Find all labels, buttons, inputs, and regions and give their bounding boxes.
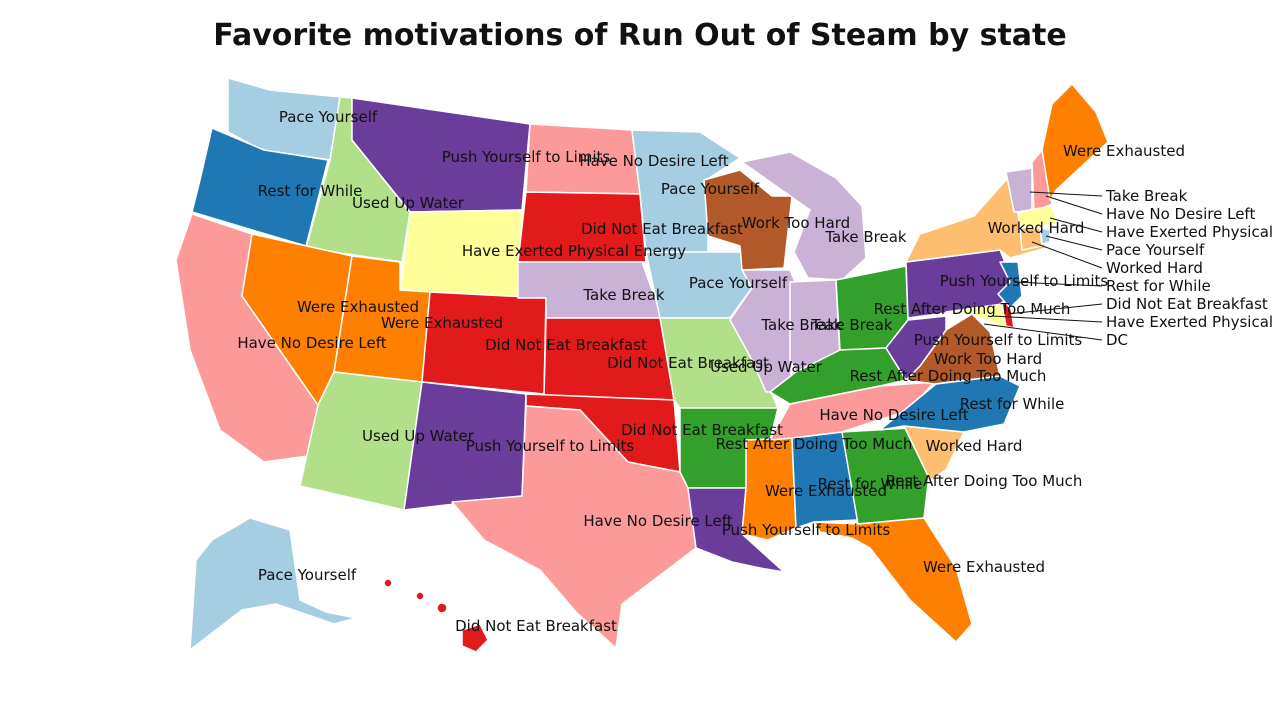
state-label-tn: Have No Desire Left: [819, 406, 968, 424]
state-label-in: Take Break: [810, 316, 893, 334]
state-label-ar: Rest After Doing Too Much: [716, 435, 913, 453]
state-il[interactable]: [729, 269, 797, 393]
state-label-mi: Take Break: [824, 228, 907, 246]
state-label-co: Did Not Eat Breakfast: [485, 336, 647, 354]
state-ak[interactable]: [189, 517, 357, 651]
callout-label-de: Did Not Eat Breakfast: [1106, 295, 1268, 313]
state-label-ia: Pace Yourself: [689, 274, 788, 292]
state-mi[interactable]: [741, 151, 867, 281]
callout-label-nh: Have No Desire Left: [1106, 205, 1255, 223]
callout-label-ri: Pace Yourself: [1106, 241, 1205, 259]
leader-dc: [983, 323, 1103, 341]
state-wi[interactable]: [703, 169, 793, 271]
state-ga[interactable]: [841, 427, 931, 525]
callout-labels: Take Break Have No Desire Left Have Exer…: [1105, 187, 1273, 349]
state-label-ak: Pace Yourself: [258, 566, 357, 584]
state-label-al: Rest for While: [818, 475, 923, 493]
state-shapes: [175, 77, 1109, 653]
state-ma[interactable]: [1017, 205, 1059, 229]
leader-ma: [1049, 217, 1103, 233]
callout-label-ma: Have Exerted Physical: [1106, 223, 1273, 241]
state-label-sc: Worked Hard: [926, 437, 1023, 455]
state-label-la: Push Yourself to Limits: [722, 521, 891, 539]
state-label-wv: Push Yourself to Limits: [914, 331, 1083, 349]
state-label-ga: Rest After Doing Too Much: [886, 472, 1083, 490]
state-label-mn: Pace Yourself: [661, 180, 760, 198]
leader-de: [1007, 303, 1103, 315]
state-label-nd: Have No Desire Left: [579, 152, 728, 170]
callout-label-vt: Take Break: [1105, 187, 1188, 205]
state-label-ks: Did Not Eat Breakfast: [607, 354, 769, 372]
callout-label-ct: Worked Hard: [1106, 259, 1203, 277]
callout-leader-lines: [983, 191, 1103, 341]
state-label-wi: Work Too Hard: [742, 214, 850, 232]
leader-ri: [1045, 235, 1103, 251]
state-ri[interactable]: [1039, 227, 1051, 245]
leader-vt: [1029, 191, 1103, 197]
leader-nj: [1013, 281, 1103, 287]
state-label-ny: Worked Hard: [988, 219, 1085, 237]
state-label-wa: Pace Yourself: [279, 108, 378, 126]
state-label-sd: Did Not Eat Breakfast: [581, 220, 743, 238]
state-me[interactable]: [1041, 83, 1109, 201]
leader-ct: [1031, 241, 1103, 269]
state-label-pa: Push Yourself to Limits: [940, 272, 1109, 290]
state-label-ne: Take Break: [582, 286, 665, 304]
callout-label-md: Have Exerted Physical: [1106, 313, 1273, 331]
leader-md: [991, 315, 1103, 323]
state-hi-island[interactable]: [383, 578, 393, 588]
state-label-az: Used Up Water: [362, 427, 475, 445]
state-labels: Pace Yourself Rest for While Used Up Wat…: [237, 108, 1185, 635]
state-wv[interactable]: [885, 315, 947, 381]
state-sd[interactable]: [517, 191, 647, 263]
state-label-mo: Used Up Water: [710, 358, 823, 376]
state-label-or: Rest for While: [258, 182, 363, 200]
state-label-ca: Have No Desire Left: [237, 334, 386, 352]
state-label-ky: Rest After Doing Too Much: [850, 367, 1047, 385]
map-title: Favorite motivations of Run Out of Steam…: [213, 18, 1067, 53]
state-label-ut: Were Exhausted: [381, 314, 503, 332]
state-label-fl: Were Exhausted: [923, 558, 1045, 576]
state-label-nc: Rest for While: [960, 395, 1065, 413]
state-label-il: Take Break: [760, 316, 843, 334]
state-label-va: Work Too Hard: [934, 350, 1042, 368]
state-hi[interactable]: [461, 623, 489, 653]
state-label-mt: Push Yourself to Limits: [442, 148, 611, 166]
state-tx[interactable]: [451, 405, 697, 649]
state-label-nv: Were Exhausted: [297, 298, 419, 316]
state-fl[interactable]: [813, 517, 973, 643]
state-az[interactable]: [299, 371, 423, 511]
state-label-oh: Rest After Doing Too Much: [874, 300, 1071, 318]
state-nj[interactable]: [997, 261, 1023, 309]
callout-label-dc: DC: [1106, 331, 1128, 349]
state-label-tx: Have No Desire Left: [583, 512, 732, 530]
callout-label-nj: Rest for While: [1106, 277, 1211, 295]
state-label-hi: Did Not Eat Breakfast: [455, 617, 617, 635]
state-hi-island[interactable]: [415, 591, 425, 601]
state-md[interactable]: [945, 303, 1011, 331]
state-label-id: Used Up Water: [352, 194, 465, 212]
leader-nh: [1045, 195, 1103, 215]
state-label-ms: Were Exhausted: [765, 482, 887, 500]
state-label-wy: Have Exerted Physical Energy: [462, 242, 686, 260]
state-label-me: Were Exhausted: [1063, 142, 1185, 160]
state-label-ok: Did Not Eat Breakfast: [621, 421, 783, 439]
state-label-nm: Push Yourself to Limits: [466, 437, 635, 455]
state-hi-island[interactable]: [436, 602, 448, 614]
